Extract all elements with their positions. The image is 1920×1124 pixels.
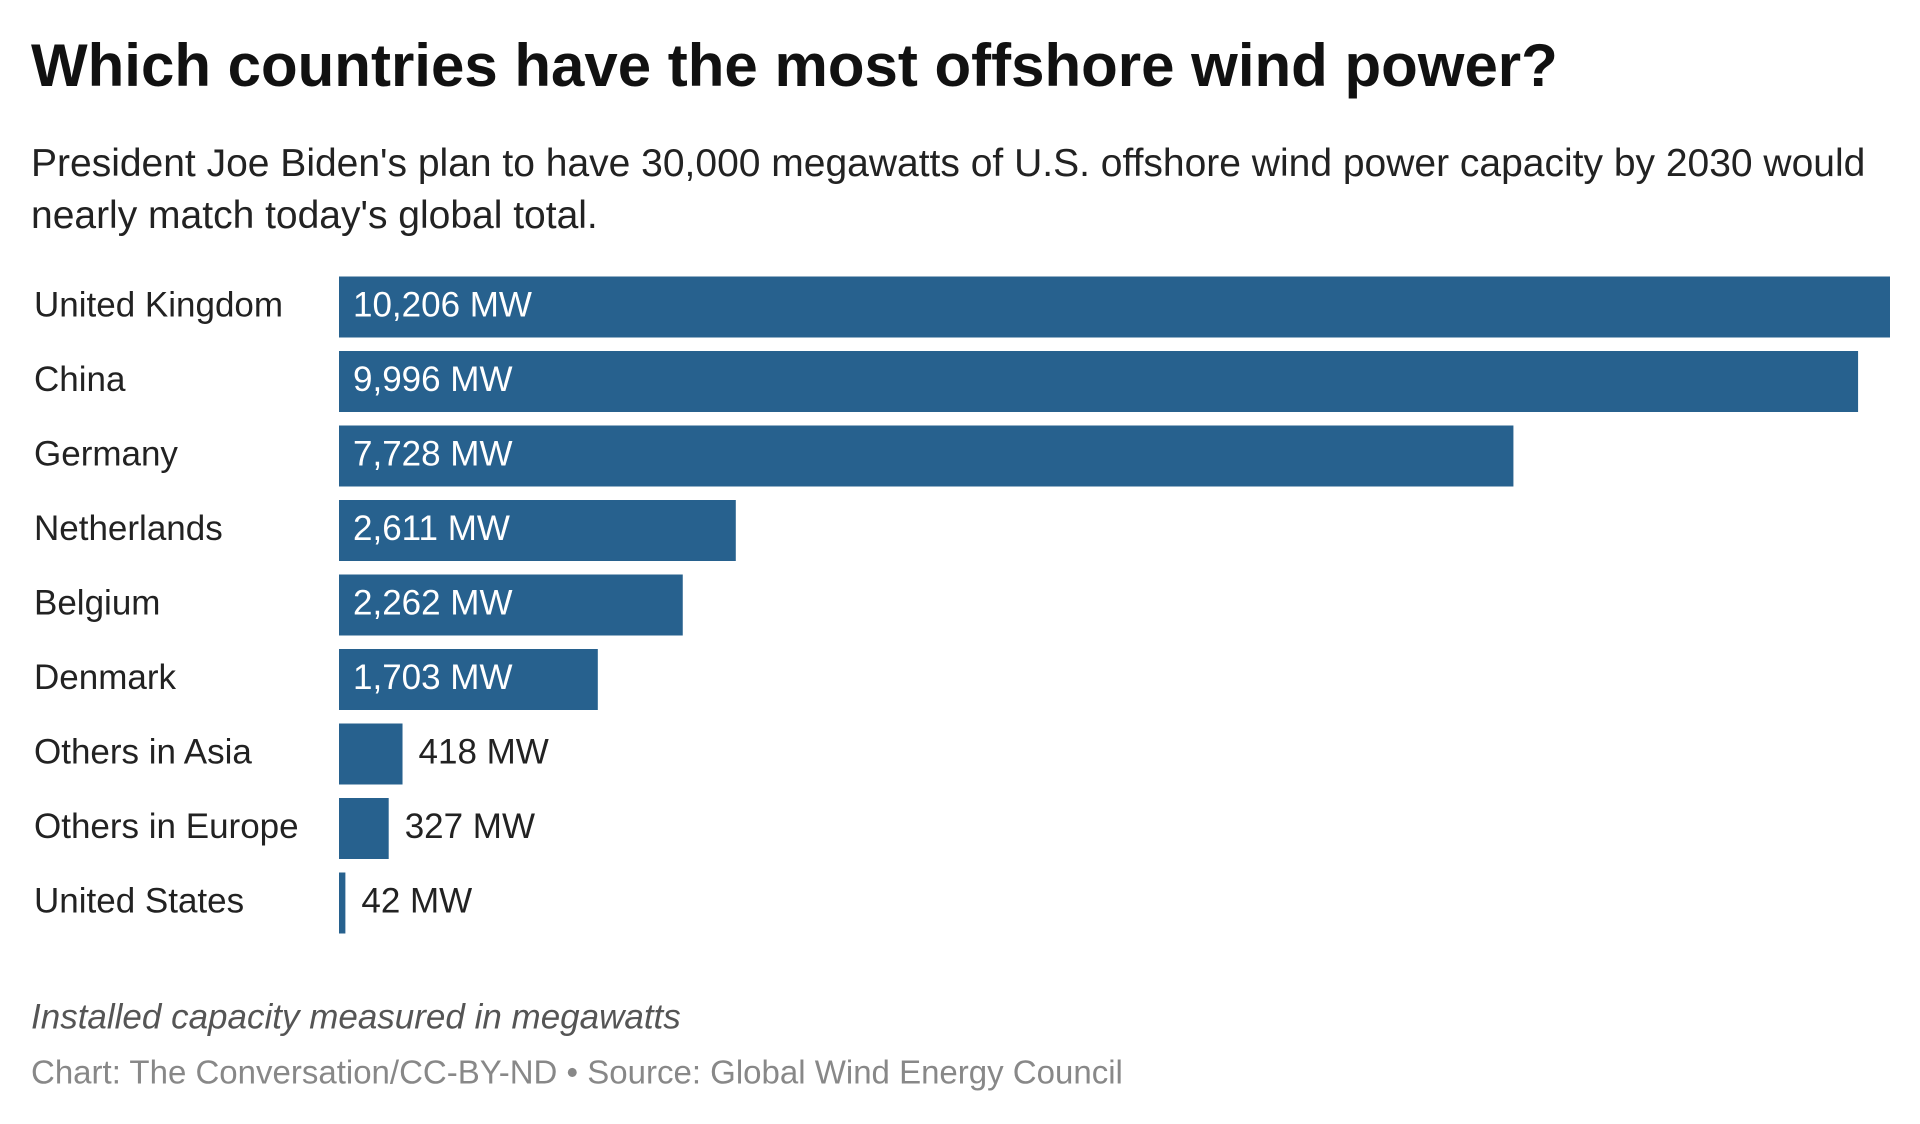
chart-title: Which countries have the most offshore w… xyxy=(31,32,1558,99)
value-label: 42 MW xyxy=(361,881,472,920)
subtitle-box: President Joe Biden's plan to have 30,00… xyxy=(31,142,1866,237)
chart-source: Chart: The Conversation/CC-BY-ND • Sourc… xyxy=(31,1054,1123,1091)
bar xyxy=(339,574,683,636)
value-label: 418 MW xyxy=(419,732,549,771)
bar xyxy=(339,723,403,785)
category-label: Others in Europe xyxy=(34,807,299,846)
value-label: 7,728 MW xyxy=(353,434,513,473)
category-label: Others in Asia xyxy=(34,732,252,771)
bar xyxy=(339,276,1890,338)
bar xyxy=(339,425,1514,487)
category-label: United Kingdom xyxy=(34,285,283,324)
category-label: China xyxy=(34,360,126,399)
value-label: 9,996 MW xyxy=(353,360,513,399)
category-label: Germany xyxy=(34,434,178,473)
value-label: 10,206 MW xyxy=(353,285,532,324)
category-label: Denmark xyxy=(34,658,176,697)
value-label: 2,262 MW xyxy=(353,583,513,622)
bar xyxy=(339,500,736,561)
bar xyxy=(339,351,1859,412)
chart-subtitle: President Joe Biden's plan to have 30,00… xyxy=(31,142,1866,237)
bar xyxy=(339,872,346,934)
category-label: Belgium xyxy=(34,583,160,622)
bar xyxy=(339,798,389,859)
value-label: 327 MW xyxy=(405,807,535,846)
value-label: 1,703 MW xyxy=(353,658,513,697)
category-label: Netherlands xyxy=(34,509,223,548)
category-label: United States xyxy=(34,881,244,920)
bar xyxy=(339,649,598,710)
chart-note: Installed capacity measured in megawatts xyxy=(31,997,681,1036)
value-label: 2,611 MW xyxy=(353,509,510,548)
